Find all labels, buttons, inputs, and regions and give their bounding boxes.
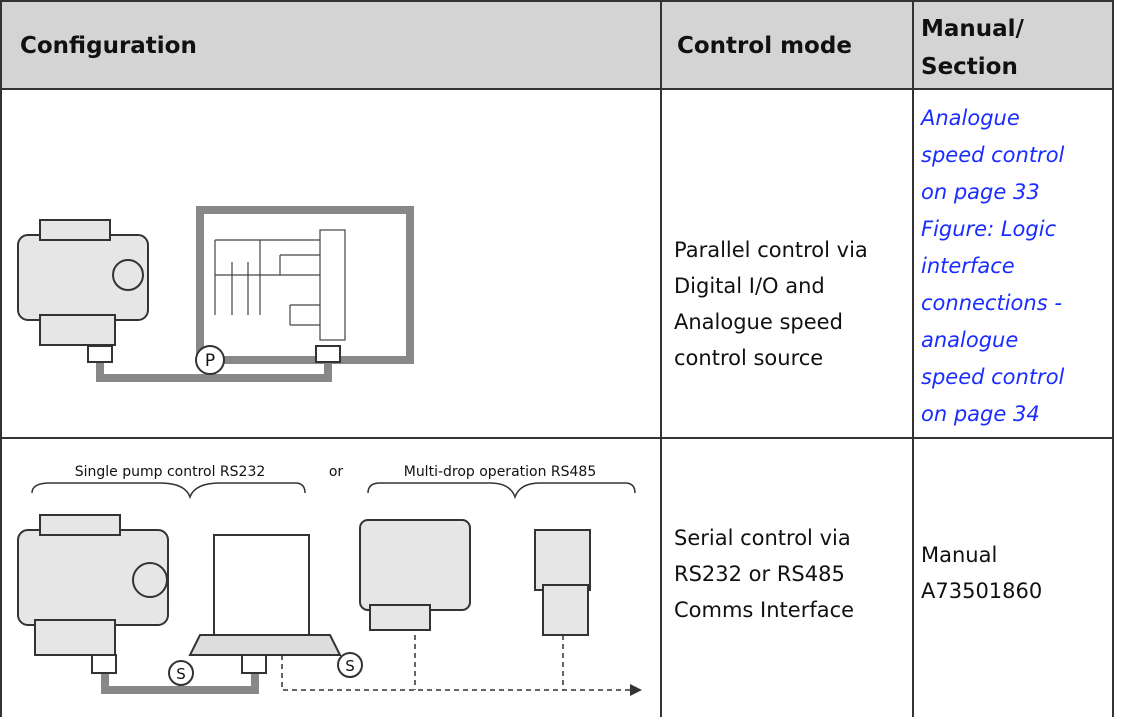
reference-link[interactable]: Analogue speed control on page 33 xyxy=(921,106,1065,204)
cable-label: P xyxy=(205,351,215,371)
cable-label: S xyxy=(176,665,186,683)
diagram-label: or xyxy=(329,464,344,480)
table-cell xyxy=(660,437,913,717)
header-cell xyxy=(660,0,913,90)
parallel-diagram: P xyxy=(17,206,414,382)
table-cell xyxy=(0,437,661,717)
header-text: Manual/ Section xyxy=(921,16,1024,80)
reference: Manual A73501860 xyxy=(921,543,1043,603)
header-text: Control mode xyxy=(677,33,852,59)
table-cell xyxy=(0,88,661,439)
header-cell xyxy=(912,0,1114,90)
diagram-label: Multi-drop operation RS485 xyxy=(404,464,597,480)
serial-diagram: Single pump control RS232 or Multi-drop … xyxy=(17,464,642,696)
cable-label: S xyxy=(345,657,355,675)
reference-link[interactable]: Figure: Logic interface connections - an… xyxy=(921,217,1065,426)
control-mode: Parallel control via Digital I/O and Ana… xyxy=(674,238,868,370)
control-mode: Serial control via RS232 or RS485 Comms … xyxy=(674,526,855,622)
header-cell xyxy=(0,0,661,90)
table-cell xyxy=(912,437,1114,717)
diagram-label: Single pump control RS232 xyxy=(75,464,266,480)
table-cell xyxy=(912,88,1114,439)
table-cell xyxy=(660,88,913,439)
header-text: Configuration xyxy=(20,33,197,59)
